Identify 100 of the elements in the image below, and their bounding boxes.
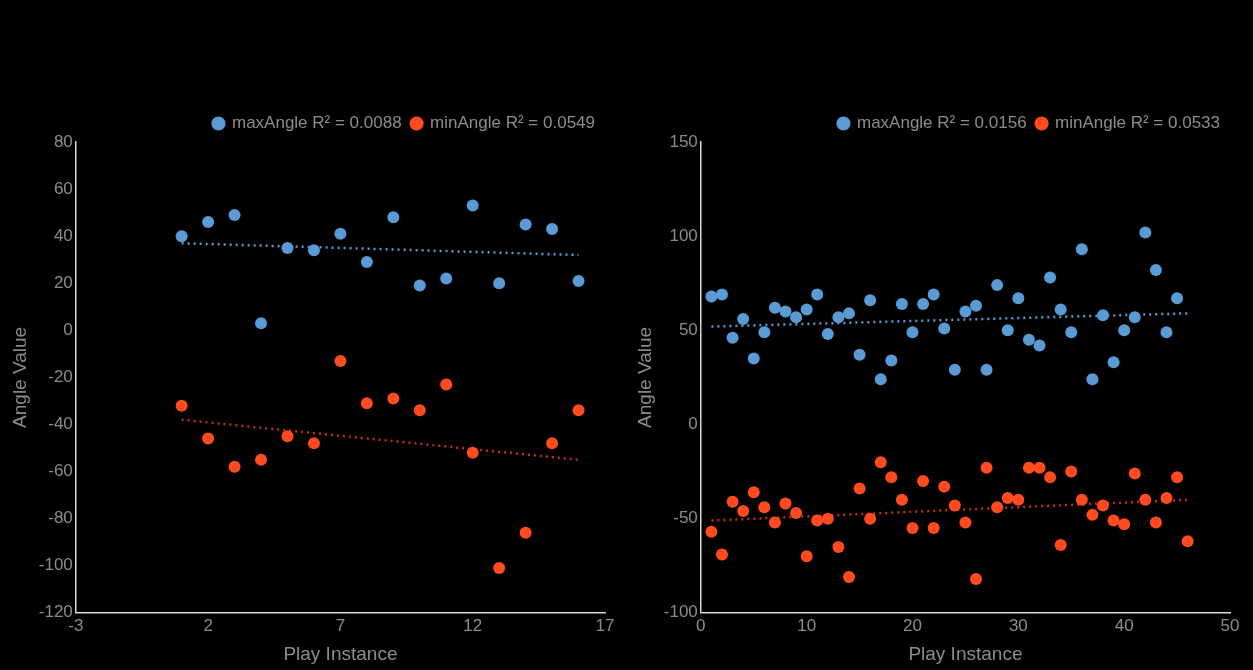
y-tick-label: -80 <box>48 508 73 528</box>
point <box>546 223 559 236</box>
point <box>1065 326 1078 339</box>
point <box>895 493 908 506</box>
y-axis-title: Angle Value <box>633 326 655 428</box>
point <box>747 352 760 365</box>
point <box>853 348 866 361</box>
point <box>726 495 739 508</box>
point <box>737 313 750 326</box>
y-tick-label: 20 <box>53 272 73 292</box>
point <box>938 322 951 335</box>
point <box>800 550 813 563</box>
point <box>842 571 855 584</box>
y-tick-label: 60 <box>53 178 73 198</box>
x-tick-label: 10 <box>797 615 817 635</box>
point <box>726 331 739 344</box>
point <box>821 328 834 341</box>
point <box>360 256 373 269</box>
point <box>1139 226 1152 239</box>
point <box>874 456 887 469</box>
point <box>758 326 771 339</box>
point <box>1033 461 1046 474</box>
point <box>1022 333 1035 346</box>
point <box>1033 339 1046 352</box>
point <box>1012 292 1025 305</box>
point <box>1171 471 1184 484</box>
point <box>1160 491 1173 504</box>
point <box>1001 491 1014 504</box>
point <box>959 305 972 318</box>
x-tick-label: 40 <box>1114 615 1134 635</box>
point <box>917 297 930 310</box>
y-tick-label: 80 <box>53 131 73 151</box>
point <box>202 432 215 445</box>
point <box>572 274 585 287</box>
point <box>175 230 188 243</box>
y-tick-label: -60 <box>48 461 73 481</box>
point <box>895 297 908 310</box>
point <box>758 501 771 514</box>
point <box>737 505 750 518</box>
point <box>493 277 506 290</box>
y-tick-label: -100 <box>663 602 698 622</box>
point <box>768 516 781 529</box>
point <box>1022 461 1035 474</box>
point <box>1097 309 1109 322</box>
point <box>1149 264 1162 277</box>
point <box>1075 493 1088 506</box>
point <box>938 480 951 493</box>
point <box>779 305 792 318</box>
point <box>811 514 824 527</box>
y-tick-label: 150 <box>669 131 698 151</box>
point <box>1139 493 1152 506</box>
point <box>1012 493 1025 506</box>
point <box>466 199 479 212</box>
point <box>842 307 855 320</box>
point <box>413 404 426 417</box>
point <box>519 218 532 231</box>
point <box>811 288 824 301</box>
x-axis-title: Play Instance <box>283 642 398 664</box>
point <box>255 317 268 330</box>
point <box>1118 324 1131 337</box>
point <box>1128 311 1141 324</box>
point <box>1097 499 1109 512</box>
y-tick-label: 100 <box>669 225 698 245</box>
x-tick-label: 30 <box>1008 615 1028 635</box>
point <box>387 392 400 405</box>
point <box>906 326 919 339</box>
point <box>991 279 1004 292</box>
point <box>832 311 845 324</box>
point <box>255 453 268 466</box>
y-tick-label: 0 <box>63 320 73 340</box>
point <box>927 522 940 535</box>
point <box>864 294 877 307</box>
point <box>387 211 400 224</box>
point <box>440 378 453 391</box>
x-tick-label: 17 <box>595 615 615 635</box>
point <box>790 506 803 519</box>
point <box>790 311 803 324</box>
point <box>519 526 532 539</box>
point <box>705 290 718 303</box>
point <box>1054 303 1067 316</box>
point <box>1001 324 1014 337</box>
point <box>779 497 792 510</box>
point <box>228 460 241 473</box>
y-tick-label: -120 <box>38 602 73 622</box>
point <box>970 572 982 585</box>
point <box>747 486 760 499</box>
point <box>1044 271 1057 284</box>
point <box>874 373 887 386</box>
point <box>927 288 940 301</box>
point <box>1065 465 1078 478</box>
y-tick-label: -50 <box>673 508 698 528</box>
point <box>281 241 294 254</box>
point <box>1086 508 1099 521</box>
point <box>466 446 479 459</box>
point <box>906 522 919 535</box>
point <box>1181 535 1194 548</box>
point <box>546 437 559 450</box>
point <box>1107 356 1120 369</box>
point <box>948 363 961 376</box>
point <box>572 404 585 417</box>
